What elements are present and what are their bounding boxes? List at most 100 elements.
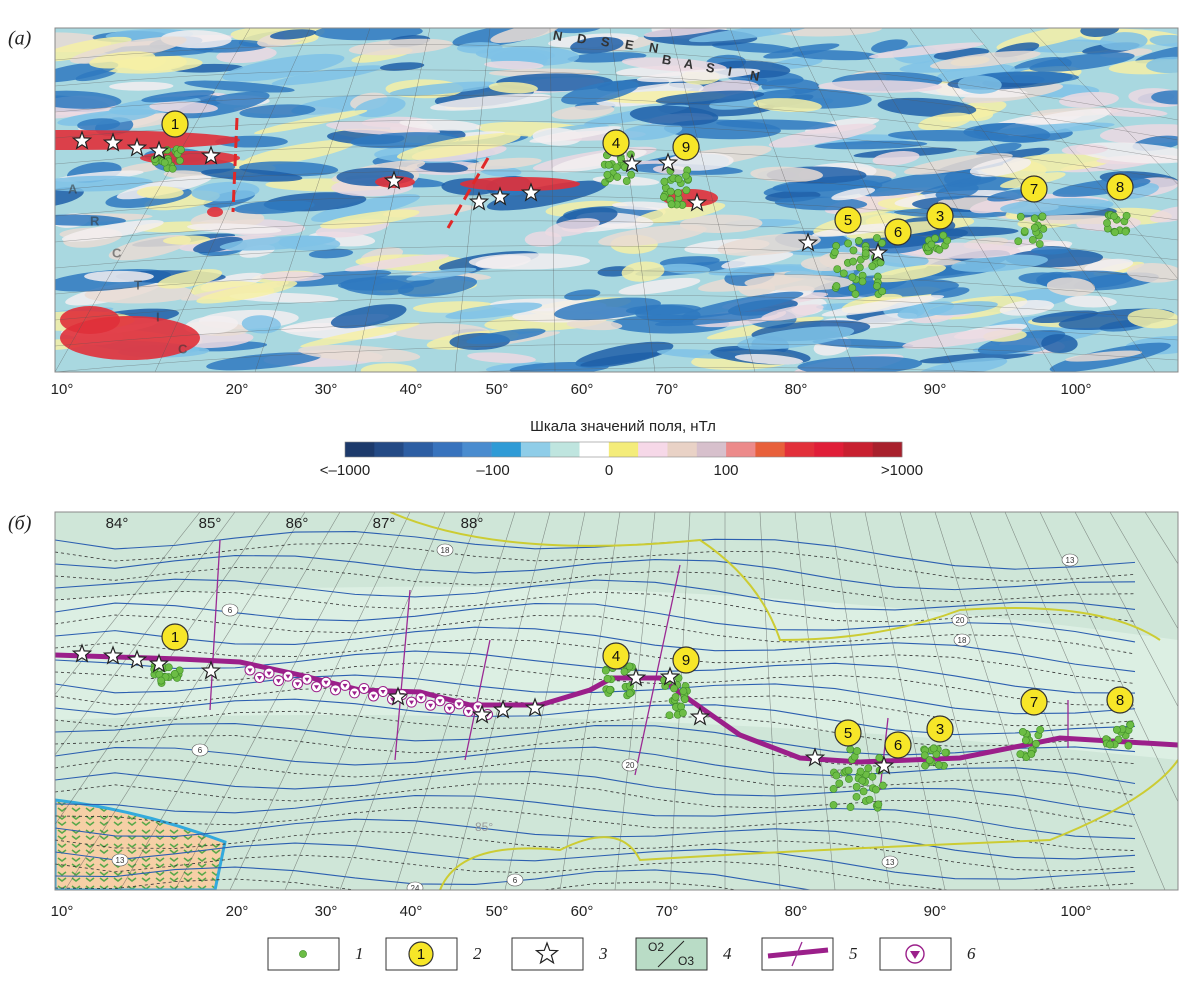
isoline [55, 878, 739, 890]
transect [634, 564, 681, 776]
graticule [1109, 512, 1178, 630]
latitude-label: 84° [106, 515, 129, 532]
sample-site [314, 685, 319, 690]
graticule [55, 512, 271, 826]
site-number: 8 [1116, 692, 1124, 709]
earthquake [157, 676, 165, 685]
epicenter [873, 755, 895, 775]
sample-site [333, 688, 338, 693]
anomaly [141, 90, 215, 103]
anomaly [797, 356, 923, 372]
ridge-name: A [68, 181, 78, 196]
legend-site [408, 941, 434, 967]
earthquake [1027, 750, 1036, 758]
anomaly [55, 36, 132, 62]
graticule [1029, 28, 1178, 186]
contour-label-bg [191, 743, 209, 757]
graticule [559, 512, 621, 890]
anomaly [868, 42, 985, 59]
graticule [1004, 512, 1166, 890]
colorbar-swatch [462, 442, 492, 457]
earthquake [1018, 728, 1027, 736]
anomaly [544, 218, 600, 237]
earthquake [920, 751, 929, 760]
colorbar-swatch [843, 442, 873, 457]
site-number: 3 [936, 721, 944, 738]
anomaly [620, 122, 683, 141]
isochron [55, 794, 1136, 840]
epicenter [657, 152, 679, 172]
graticule [55, 195, 1178, 241]
earthquake [943, 236, 952, 245]
anomaly [902, 327, 1023, 349]
earthquake [835, 779, 844, 788]
graticule [55, 69, 1178, 141]
isochron [55, 578, 1136, 611]
sample-site [285, 674, 291, 679]
anomaly [750, 166, 824, 183]
anomaly [1002, 153, 1111, 172]
graticule [849, 28, 1056, 372]
graticule [669, 512, 691, 890]
anomaly [311, 194, 420, 223]
earthquake [859, 787, 868, 796]
earthquake [845, 775, 853, 783]
map-frame [54, 511, 1179, 891]
anomaly [396, 132, 521, 160]
anomaly [300, 322, 420, 348]
anomaly [445, 302, 543, 320]
anomaly [1029, 52, 1135, 72]
longitude-label: 30° [315, 381, 338, 398]
contour-label-bg [621, 758, 639, 772]
anomaly [222, 53, 345, 82]
anomaly [768, 123, 877, 148]
earthquake [829, 784, 838, 793]
site-number: 1 [171, 629, 179, 646]
anomaly [241, 315, 281, 334]
earthquake [832, 771, 841, 780]
anomaly [621, 57, 727, 73]
anomaly [717, 233, 821, 256]
epicenter [689, 706, 711, 726]
earthquake [839, 269, 848, 278]
earthquake [846, 745, 855, 754]
sample-site [352, 691, 357, 696]
anomaly [636, 68, 761, 83]
isochron [55, 842, 1136, 880]
earthquake [925, 756, 934, 764]
anomaly [999, 299, 1055, 316]
earthquake [682, 171, 690, 180]
basin-name: N [648, 40, 661, 57]
anomaly [379, 62, 425, 71]
earthquake [168, 164, 177, 173]
contour-label: 13 [886, 858, 895, 867]
colorbar-label: 0 [605, 462, 613, 479]
site-marker [1020, 175, 1048, 203]
earthquake [874, 800, 883, 809]
graticule [55, 294, 1178, 321]
graticule [614, 512, 656, 890]
sample-site [466, 709, 471, 714]
contour-label: 20 [956, 616, 965, 625]
longitude-label: 100° [1060, 381, 1091, 398]
anomaly [643, 28, 728, 38]
anomaly [399, 118, 482, 131]
earthquake [677, 702, 686, 711]
longitude-label: 10° [51, 381, 74, 398]
isochron [55, 555, 1136, 591]
legend-unit-divider [657, 940, 685, 968]
earthquake [849, 257, 858, 266]
earthquake [625, 689, 634, 698]
epicenter [625, 667, 647, 687]
earthquake [848, 284, 857, 292]
graticule [462, 367, 1006, 372]
anomaly [935, 183, 979, 200]
anomaly [84, 270, 154, 283]
anomaly [406, 267, 477, 281]
graticule [55, 343, 1178, 372]
sample-site [304, 677, 310, 682]
anomaly [969, 197, 1020, 214]
earthquake [849, 246, 858, 255]
ridge-name: R [90, 213, 100, 228]
legend-number: 1 [355, 944, 364, 963]
